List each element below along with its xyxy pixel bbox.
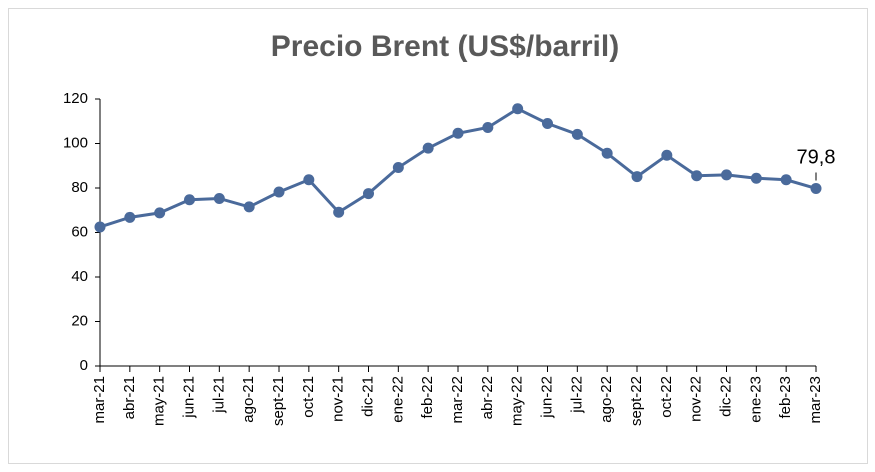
point — [661, 149, 673, 161]
point — [631, 171, 643, 183]
x-tick-label: jul-21 — [210, 376, 227, 414]
x-tick-label: ene-23 — [747, 376, 764, 423]
x-tick-label: mar-22 — [449, 376, 466, 424]
point — [512, 103, 524, 115]
x-tick-label: ago-22 — [598, 376, 615, 423]
y-tick-label: 80 — [71, 179, 88, 196]
x-tick-label: may-22 — [509, 376, 526, 426]
point — [124, 211, 136, 223]
y-tick-label: 100 — [63, 134, 88, 151]
x-tick-label: nov-22 — [688, 376, 705, 422]
chart-frame — [8, 8, 868, 464]
point — [243, 201, 255, 213]
point — [184, 194, 195, 206]
chart-title: Precio Brent (US$/barril) — [271, 30, 619, 63]
x-tick-label: feb-22 — [419, 376, 436, 419]
x-tick-label: abr-21 — [121, 376, 138, 419]
point — [213, 192, 225, 204]
point — [392, 162, 404, 174]
x-tick-label: may-21 — [151, 376, 168, 426]
x-tick-label: feb-23 — [777, 376, 794, 419]
x-tick-label: nov-21 — [330, 376, 347, 422]
point — [452, 127, 464, 139]
y-tick-label: 40 — [71, 268, 88, 285]
x-tick-label: dic-21 — [359, 376, 376, 417]
x-tick-label: dic-22 — [717, 376, 734, 417]
point — [810, 182, 822, 194]
data-label: 79,8 — [797, 147, 836, 169]
x-tick-label: jul-22 — [568, 376, 585, 414]
point — [691, 170, 703, 182]
point — [94, 221, 106, 233]
x-tick-label: abr-22 — [479, 376, 496, 419]
y-tick-label: 0 — [80, 357, 88, 374]
point — [363, 188, 374, 200]
x-tick-label: ago-21 — [240, 376, 257, 423]
x-tick-label: ene-22 — [389, 376, 406, 423]
x-tick-label: oct-22 — [658, 376, 675, 418]
point — [721, 169, 732, 181]
x-tick-label: sept-22 — [628, 376, 645, 426]
x-tick-label: sept-21 — [270, 376, 287, 426]
point — [571, 128, 583, 140]
point — [750, 172, 762, 184]
y-tick-label: 60 — [71, 223, 88, 240]
point — [303, 174, 315, 186]
point — [273, 186, 285, 198]
point — [542, 117, 553, 129]
y-tick-label: 20 — [71, 312, 88, 329]
x-tick-label: mar-21 — [91, 376, 108, 424]
point — [422, 142, 434, 154]
x-tick-label: oct-21 — [300, 376, 317, 418]
y-tick-label: 120 — [63, 90, 88, 107]
point — [154, 207, 166, 219]
point — [482, 121, 494, 133]
point — [333, 206, 345, 218]
x-tick-label: jun-22 — [538, 376, 555, 419]
x-tick-label: jun-21 — [180, 376, 197, 419]
x-tick-label: mar-23 — [807, 376, 824, 424]
point — [601, 147, 613, 159]
point — [780, 174, 792, 186]
